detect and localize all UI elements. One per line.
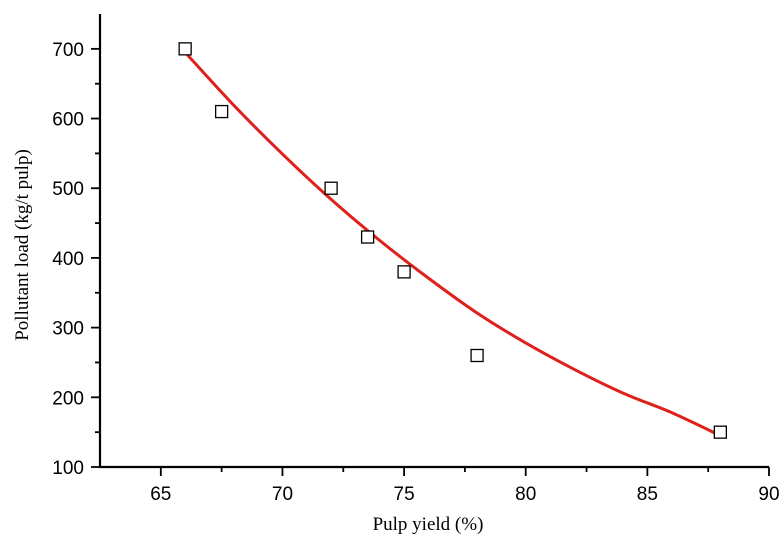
data-point bbox=[214, 104, 229, 119]
data-point bbox=[470, 348, 484, 363]
data-point bbox=[324, 181, 338, 195]
y-tick-label: 200 bbox=[52, 388, 84, 409]
data-point bbox=[178, 42, 192, 56]
x-tick-label: 90 bbox=[758, 484, 779, 505]
y-tick-label: 300 bbox=[52, 319, 84, 340]
x-tick-label: 70 bbox=[272, 484, 293, 505]
y-axis-title: Pollutant load (kg/t pulp) bbox=[12, 149, 33, 341]
data-point bbox=[397, 265, 411, 279]
x-tick-label: 65 bbox=[150, 484, 171, 505]
data-point bbox=[713, 425, 727, 439]
y-tick-label: 100 bbox=[52, 458, 84, 479]
y-tick-label: 500 bbox=[52, 179, 84, 200]
x-axis-ticks: 65 70 75 80 85 90 bbox=[150, 467, 780, 505]
fit-curve bbox=[184, 51, 721, 437]
data-point bbox=[360, 230, 375, 244]
y-axis-ticks: 100 200 300 400 500 600 700 bbox=[52, 40, 100, 479]
x-tick-label: 80 bbox=[515, 484, 536, 505]
x-tick-label: 75 bbox=[394, 484, 415, 505]
plot-area bbox=[178, 42, 727, 439]
x-tick-label: 85 bbox=[637, 484, 658, 505]
y-tick-label: 400 bbox=[52, 249, 84, 270]
y-tick-label: 700 bbox=[52, 40, 84, 61]
y-tick-label: 600 bbox=[52, 110, 84, 131]
x-axis-title: Pulp yield (%) bbox=[373, 514, 484, 535]
